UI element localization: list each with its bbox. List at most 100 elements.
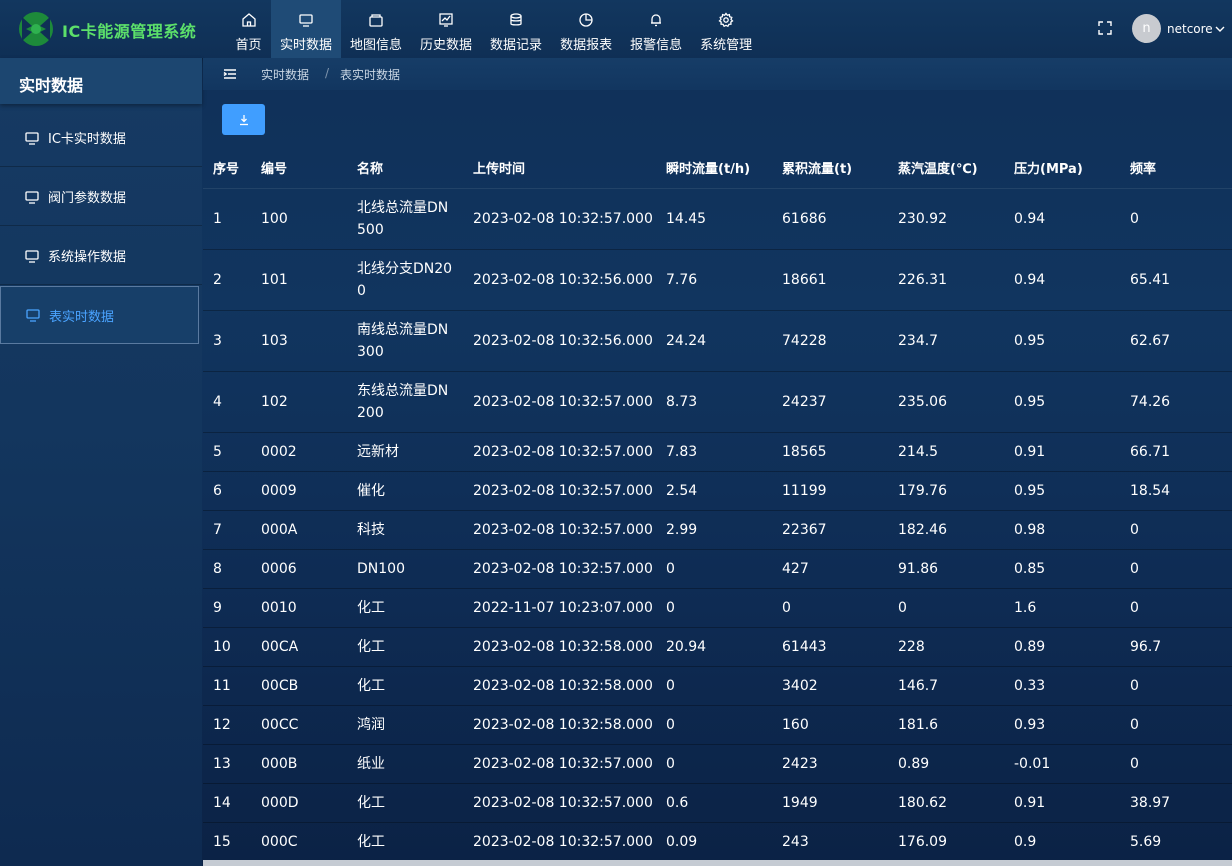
table-cell-total: 18565 bbox=[772, 432, 888, 472]
table-cell-total: 61443 bbox=[772, 627, 888, 667]
column-header[interactable]: 序号 bbox=[203, 148, 251, 189]
table-cell-time: 2023-02-08 10:32:57.000 bbox=[463, 744, 656, 784]
breadcrumb-item[interactable]: 实时数据 bbox=[261, 68, 310, 82]
table-cell-temp: 180.62 bbox=[888, 783, 1004, 823]
table-row[interactable]: 9 0010 化工 2022-11-07 10:23:07.000 0 0 0 1.6 0 bbox=[203, 588, 1232, 628]
table-cell-temp: 179.76 bbox=[888, 471, 1004, 511]
table-cell-pressure: 0.33 bbox=[1004, 666, 1120, 706]
table-cell-freq: 0 bbox=[1120, 588, 1232, 628]
table-cell-total: 24237 bbox=[772, 371, 888, 433]
table-cell-temp: 146.7 bbox=[888, 666, 1004, 706]
breadcrumb-current: 表实时数据 bbox=[340, 68, 401, 82]
table-cell-total: 18661 bbox=[772, 249, 888, 311]
table-cell-freq: 0 bbox=[1120, 188, 1232, 250]
table-cell-seq: 9 bbox=[203, 588, 251, 628]
table-cell-pressure: 0.89 bbox=[1004, 627, 1120, 667]
column-header[interactable]: 编号 bbox=[251, 148, 347, 189]
monitor-icon bbox=[25, 131, 39, 145]
table-cell-name: 南线总流量DN300 bbox=[347, 310, 463, 372]
nav-item-history[interactable]: 历史数据 bbox=[411, 0, 481, 58]
sidebar-item-meter-realtime[interactable]: 表实时数据 bbox=[0, 286, 199, 344]
nav-item-alarms[interactable]: 报警信息 bbox=[621, 0, 691, 58]
column-header[interactable]: 频率 bbox=[1120, 148, 1232, 189]
menu-toggle-icon[interactable] bbox=[223, 67, 237, 81]
app-title: IC卡能源管理系统 bbox=[62, 22, 197, 41]
avatar[interactable]: n bbox=[1132, 14, 1161, 43]
table-cell-code: 103 bbox=[251, 310, 347, 372]
table-cell-pressure: 0.95 bbox=[1004, 471, 1120, 511]
table-row[interactable]: 13 000B 纸业 2023-02-08 10:32:57.000 0 2423 0.89… bbox=[203, 744, 1232, 784]
table-cell-time: 2023-02-08 10:32:57.000 bbox=[463, 510, 656, 550]
table-cell-freq: 96.7 bbox=[1120, 627, 1232, 667]
monitor-icon bbox=[25, 249, 39, 263]
table-row[interactable]: 4 102 东线总流量DN200 2023-02-08 10:32:57.000 8.7… bbox=[203, 371, 1232, 433]
column-header[interactable]: 蒸汽温度(℃) bbox=[888, 148, 1004, 189]
nav-item-system[interactable]: 系统管理 bbox=[691, 0, 761, 58]
bell-icon bbox=[651, 14, 662, 27]
table-cell-time: 2023-02-08 10:32:57.000 bbox=[463, 188, 656, 250]
table-row[interactable]: 14 000D 化工 2023-02-08 10:32:57.000 0.6 1949 18… bbox=[203, 783, 1232, 823]
nav-item-realtime[interactable]: 实时数据 bbox=[271, 0, 342, 58]
sidebar-item-operations[interactable]: 系统操作数据 bbox=[0, 227, 202, 285]
table-cell-flow: 20.94 bbox=[656, 627, 772, 667]
nav-item-label: 数据报表 bbox=[560, 38, 613, 53]
table-row[interactable]: 12 00CC 鸿润 2023-02-08 10:32:58.000 0 160 181.6… bbox=[203, 705, 1232, 745]
table-cell-total: 61686 bbox=[772, 188, 888, 250]
sidebar-item-valve[interactable]: 阀门参数数据 bbox=[0, 168, 202, 226]
table-cell-code: 00CB bbox=[251, 666, 347, 706]
column-header[interactable]: 累积流量(t) bbox=[772, 148, 888, 189]
nav-item-reports[interactable]: 数据报表 bbox=[551, 0, 621, 58]
sidebar-title: 实时数据 bbox=[0, 58, 202, 104]
nav-item-map[interactable]: 地图信息 bbox=[341, 0, 411, 58]
table-row[interactable]: 3 103 南线总流量DN300 2023-02-08 10:32:56.000 24.… bbox=[203, 310, 1232, 372]
nav-item-home[interactable]: 首页 bbox=[226, 0, 271, 58]
table-cell-pressure: 0.95 bbox=[1004, 371, 1120, 433]
table-row[interactable]: 5 0002 远新材 2023-02-08 10:32:57.000 7.83 18565… bbox=[203, 432, 1232, 472]
table-row[interactable]: 15 000C 化工 2023-02-08 10:32:57.000 0.09 243 17… bbox=[203, 822, 1232, 862]
table-cell-temp: 0.89 bbox=[888, 744, 1004, 784]
table-cell-name: 北线总流量DN500 bbox=[347, 188, 463, 250]
table-row[interactable]: 1 100 北线总流量DN500 2023-02-08 10:32:57.000 14.… bbox=[203, 188, 1232, 250]
table-cell-pressure: 0.9 bbox=[1004, 822, 1120, 862]
fullscreen-icon[interactable] bbox=[1097, 20, 1113, 36]
table-row[interactable]: 7 000A 科技 2023-02-08 10:32:57.000 2.99 22367 1… bbox=[203, 510, 1232, 550]
chevron-down-icon[interactable] bbox=[1214, 23, 1226, 35]
table-cell-seq: 3 bbox=[203, 310, 251, 372]
column-header[interactable]: 名称 bbox=[347, 148, 463, 189]
table-cell-freq: 0 bbox=[1120, 549, 1232, 589]
table-cell-seq: 13 bbox=[203, 744, 251, 784]
download-button[interactable] bbox=[222, 104, 265, 135]
nav-item-label: 历史数据 bbox=[420, 38, 473, 53]
column-header[interactable]: 瞬时流量(t/h) bbox=[656, 148, 772, 189]
table-row[interactable]: 11 00CB 化工 2023-02-08 10:32:58.000 0 3402 146.… bbox=[203, 666, 1232, 706]
table-cell-temp: 176.09 bbox=[888, 822, 1004, 862]
table-cell-freq: 66.71 bbox=[1120, 432, 1232, 472]
table-row[interactable]: 10 00CA 化工 2023-02-08 10:32:58.000 20.94 6144… bbox=[203, 627, 1232, 667]
table-cell-time: 2023-02-08 10:32:56.000 bbox=[463, 310, 656, 372]
history-chart-icon bbox=[439, 13, 453, 27]
table-row[interactable]: 2 101 北线分支DN200 2023-02-08 10:32:56.000 7.76… bbox=[203, 249, 1232, 311]
table-cell-time: 2023-02-08 10:32:57.000 bbox=[463, 783, 656, 823]
column-header[interactable]: 上传时间 bbox=[463, 148, 656, 189]
horizontal-scrollbar[interactable] bbox=[203, 860, 1232, 866]
table-cell-time: 2023-02-08 10:32:58.000 bbox=[463, 705, 656, 745]
table-cell-code: 000B bbox=[251, 744, 347, 784]
table-cell-name: 纸业 bbox=[347, 744, 463, 784]
table-cell-pressure: 0.85 bbox=[1004, 549, 1120, 589]
sidebar-item-ic-card[interactable]: IC卡实时数据 bbox=[0, 109, 202, 167]
nav-item-records[interactable]: 数据记录 bbox=[481, 0, 551, 58]
table-cell-code: 000A bbox=[251, 510, 347, 550]
column-header[interactable]: 压力(MPa) bbox=[1004, 148, 1120, 189]
table-cell-seq: 10 bbox=[203, 627, 251, 667]
username[interactable]: netcore bbox=[1167, 22, 1213, 36]
table-cell-code: 0009 bbox=[251, 471, 347, 511]
table-cell-flow: 2.54 bbox=[656, 471, 772, 511]
table-cell-total: 74228 bbox=[772, 310, 888, 372]
table-cell-name: 科技 bbox=[347, 510, 463, 550]
table-cell-freq: 65.41 bbox=[1120, 249, 1232, 311]
table-row[interactable]: 6 0009 催化 2023-02-08 10:32:57.000 2.54 11199 1… bbox=[203, 471, 1232, 511]
table-row[interactable]: 8 0006 DN100 2023-02-08 10:32:57.000 0 427 91.… bbox=[203, 549, 1232, 589]
table-cell-pressure: 0.95 bbox=[1004, 310, 1120, 372]
table-cell-freq: 0 bbox=[1120, 510, 1232, 550]
table-cell-seq: 5 bbox=[203, 432, 251, 472]
